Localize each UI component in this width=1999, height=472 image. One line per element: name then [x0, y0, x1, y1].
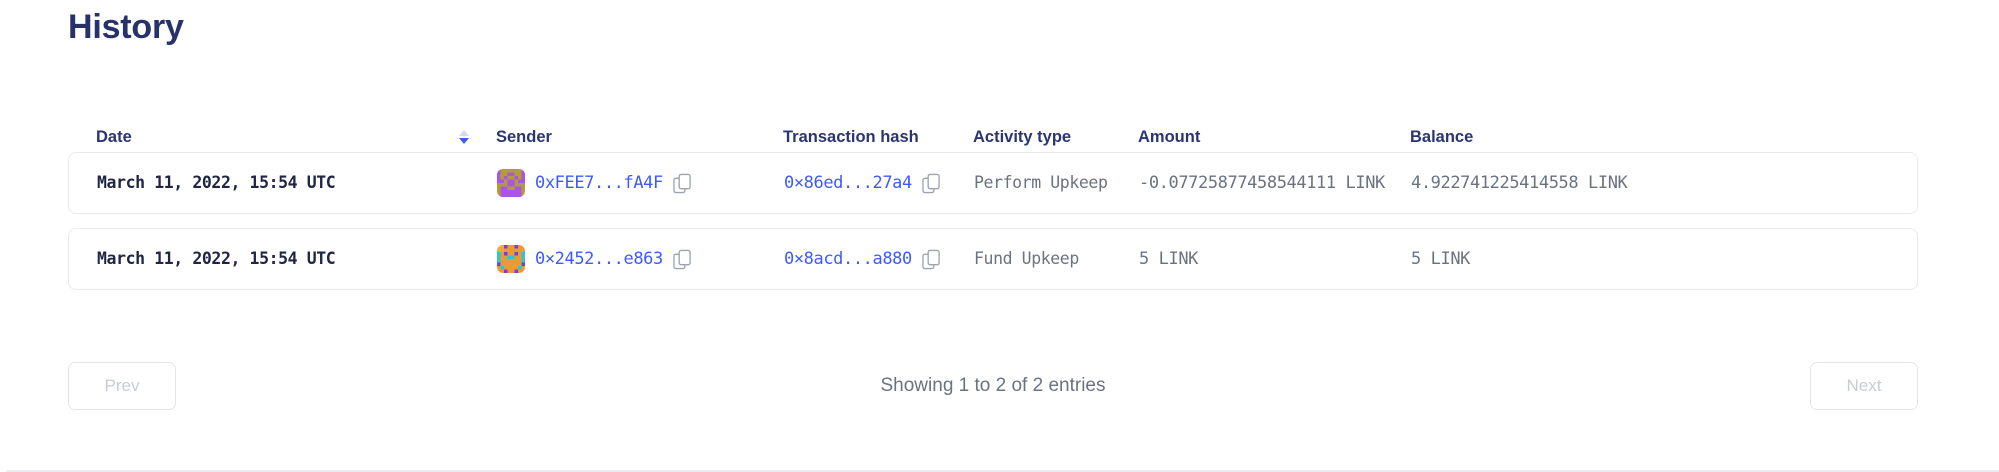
row-activity-text: Fund Upkeep — [974, 249, 1079, 268]
identicon-orange-cyan-icon — [497, 245, 525, 273]
column-header-transaction-hash[interactable]: Transaction hash — [783, 128, 973, 147]
column-header-amount[interactable]: Amount — [1138, 128, 1410, 147]
cell-balance: 5 LINK — [1411, 249, 1711, 269]
sort-toggle-date[interactable] — [456, 130, 496, 144]
pagination-info: Showing 1 to 2 of 2 entries — [880, 375, 1106, 396]
cell-activity-type: Fund Upkeep — [974, 249, 1139, 269]
cell-sender: 0xFEE7...fA4F — [497, 169, 784, 197]
table-header-row: Date Sender Transaction hash Activity ty… — [68, 122, 1918, 152]
history-table: Date Sender Transaction hash Activity ty… — [68, 122, 1918, 304]
row-balance-text: 5 LINK — [1411, 249, 1471, 269]
row-date-text: March 11, 2022, 15:54 UTC — [97, 249, 336, 268]
cell-transaction-hash: 0×86ed...27a4 — [784, 173, 974, 194]
copy-icon[interactable] — [922, 173, 941, 194]
left-rail — [0, 0, 6, 472]
cell-balance: 4.922741225414558 LINK — [1411, 173, 1711, 193]
cell-sender: 0×2452...e863 — [497, 245, 784, 273]
row-amount-text: 5 LINK — [1139, 249, 1199, 269]
column-header-activity-type-label: Activity type — [973, 127, 1072, 146]
copy-icon[interactable] — [673, 249, 692, 270]
column-header-transaction-hash-label: Transaction hash — [783, 127, 919, 146]
cell-date: March 11, 2022, 15:54 UTC — [97, 173, 457, 193]
row-activity-text: Perform Upkeep — [974, 173, 1108, 192]
sender-address-link[interactable]: 0xFEE7...fA4F — [535, 173, 663, 193]
row-date-text: March 11, 2022, 15:54 UTC — [97, 173, 336, 192]
transaction-hash-link[interactable]: 0×86ed...27a4 — [784, 173, 912, 193]
column-header-date[interactable]: Date — [96, 128, 456, 147]
sort-arrows-icon[interactable] — [456, 130, 472, 144]
column-header-amount-label: Amount — [1138, 127, 1201, 146]
transaction-hash-link[interactable]: 0×8acd...a880 — [784, 249, 912, 269]
identicon-purple-gold-icon — [497, 169, 525, 197]
copy-icon[interactable] — [673, 173, 692, 194]
page-title: History — [68, 8, 184, 46]
row-amount-text: -0.07725877458544111 LINK — [1139, 173, 1385, 193]
column-header-balance-label: Balance — [1410, 127, 1474, 146]
column-header-balance[interactable]: Balance — [1410, 128, 1710, 147]
sort-descending-arrow-icon — [459, 138, 469, 144]
row-balance-text: 4.922741225414558 LINK — [1411, 173, 1628, 193]
copy-icon[interactable] — [922, 249, 941, 270]
column-header-date-label: Date — [96, 127, 132, 146]
cell-amount: 5 LINK — [1139, 249, 1411, 269]
table-row[interactable]: March 11, 2022, 15:54 UTC — [68, 228, 1918, 290]
prev-page-button[interactable]: Prev — [68, 362, 176, 410]
sender-address-link[interactable]: 0×2452...e863 — [535, 249, 663, 269]
column-header-activity-type[interactable]: Activity type — [973, 128, 1138, 147]
cell-amount: -0.07725877458544111 LINK — [1139, 173, 1411, 193]
cell-transaction-hash: 0×8acd...a880 — [784, 249, 974, 270]
column-header-sender-label: Sender — [496, 127, 552, 146]
cell-date: March 11, 2022, 15:54 UTC — [97, 249, 457, 269]
sort-ascending-arrow-icon — [459, 130, 469, 136]
table-row[interactable]: March 11, 2022, 15:54 UTC — [68, 152, 1918, 214]
next-page-button[interactable]: Next — [1809, 362, 1918, 410]
column-header-sender[interactable]: Sender — [496, 128, 783, 147]
pagination: Prev Showing 1 to 2 of 2 entries Next — [68, 362, 1918, 410]
cell-activity-type: Perform Upkeep — [974, 173, 1139, 193]
